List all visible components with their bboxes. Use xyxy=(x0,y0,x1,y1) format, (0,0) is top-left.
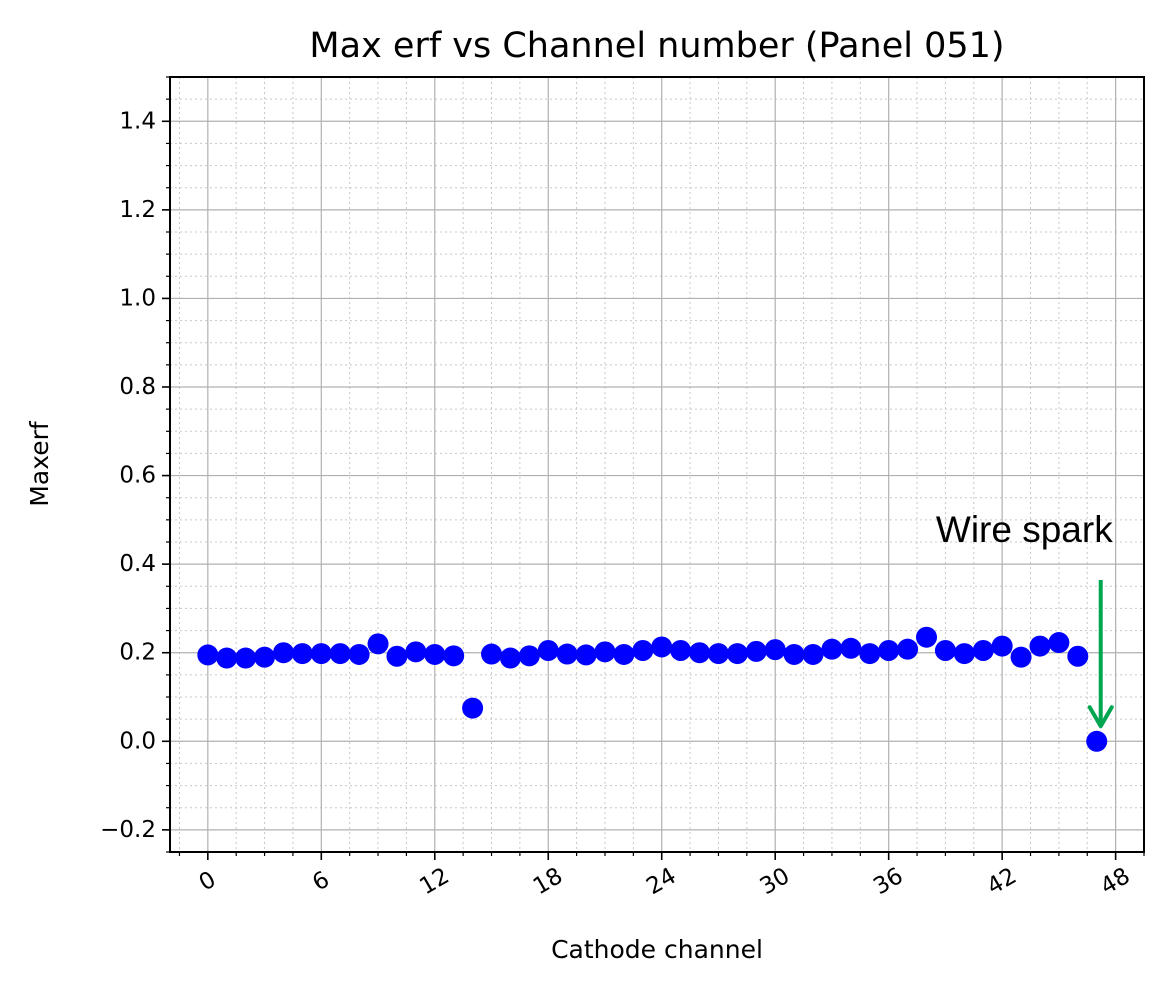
y-tick-label: 0.0 xyxy=(119,728,156,754)
data-point xyxy=(972,640,994,661)
data-point xyxy=(670,640,692,661)
tick-labels: 0 6 12 18 24 30 36 42 48 −0.2 0.0 0.2 0.4 0.6 0.8 1.0 1.… xyxy=(100,108,1134,900)
data-point xyxy=(235,647,257,669)
data-point xyxy=(462,697,484,719)
data-point xyxy=(707,643,729,665)
data-point xyxy=(348,643,370,665)
data-point xyxy=(1010,646,1032,668)
data-point xyxy=(953,643,975,665)
data-point xyxy=(689,642,711,664)
y-tick-label: 0.8 xyxy=(119,374,156,400)
x-axis-label: Cathode channel xyxy=(551,935,763,964)
data-point xyxy=(783,643,805,665)
data-point xyxy=(405,641,427,663)
x-tick-label: 36 xyxy=(869,863,907,900)
data-point xyxy=(1029,635,1051,657)
data-point xyxy=(499,647,521,669)
major-grid xyxy=(170,77,1144,852)
data-points xyxy=(197,626,1108,752)
annotation-label: Wire spark xyxy=(936,509,1113,550)
data-point xyxy=(821,638,843,660)
data-point xyxy=(291,643,313,665)
chart-title: Max erf vs Channel number (Panel 051) xyxy=(309,26,1004,66)
data-point xyxy=(916,626,938,648)
y-tick-label: −0.2 xyxy=(100,817,156,843)
y-tick-label: 1.0 xyxy=(119,285,156,311)
data-point xyxy=(386,645,408,667)
data-point xyxy=(859,643,881,665)
data-point xyxy=(764,639,786,661)
data-point xyxy=(518,645,540,667)
data-point xyxy=(897,638,919,660)
data-point xyxy=(310,643,332,665)
data-point xyxy=(481,643,503,665)
data-point xyxy=(1048,632,1070,654)
data-point xyxy=(197,644,219,666)
data-point xyxy=(651,636,673,658)
y-tick-label: 1.4 xyxy=(119,108,156,134)
data-point xyxy=(613,643,635,665)
data-point xyxy=(1086,730,1108,752)
data-point xyxy=(575,644,597,666)
annotation-arrow-head xyxy=(1087,705,1114,729)
y-axis-label: Maxerf xyxy=(25,420,54,507)
x-tick-label: 6 xyxy=(308,867,334,897)
data-point xyxy=(632,640,654,661)
data-point xyxy=(329,643,351,665)
plot-frame xyxy=(169,76,1145,853)
data-point xyxy=(745,640,767,662)
annotations: Wire spark xyxy=(936,509,1114,729)
minor-grid xyxy=(170,76,1145,853)
data-point xyxy=(556,643,578,665)
x-tick-label: 18 xyxy=(529,863,567,900)
data-point xyxy=(840,637,862,659)
x-tick-label: 12 xyxy=(415,863,453,900)
y-tick-label: 0.2 xyxy=(119,640,156,666)
data-point xyxy=(537,640,559,661)
data-point xyxy=(594,641,616,663)
data-point xyxy=(272,642,294,664)
data-point xyxy=(991,635,1013,657)
axis-ticks xyxy=(162,76,1145,860)
data-point xyxy=(934,640,956,661)
data-point xyxy=(443,645,465,667)
data-point xyxy=(878,640,900,661)
data-point xyxy=(216,647,238,669)
x-tick-label: 30 xyxy=(756,863,794,900)
y-tick-label: 0.4 xyxy=(119,551,156,577)
data-point xyxy=(802,643,824,665)
data-point xyxy=(424,643,446,665)
x-tick-label: 0 xyxy=(195,867,221,897)
x-tick-label: 42 xyxy=(983,863,1021,900)
data-point xyxy=(1067,645,1089,667)
y-tick-label: 0.6 xyxy=(119,463,156,489)
y-tick-label: 1.2 xyxy=(119,197,156,223)
x-tick-label: 48 xyxy=(1096,863,1134,900)
x-tick-label: 24 xyxy=(642,863,680,900)
data-point xyxy=(726,643,748,665)
data-point xyxy=(367,633,389,655)
data-point xyxy=(254,646,276,668)
